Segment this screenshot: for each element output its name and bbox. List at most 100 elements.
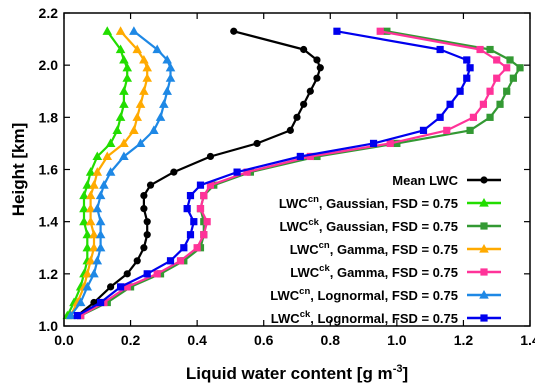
- data-point: [119, 151, 129, 161]
- legend-label-main: LWC: [279, 196, 308, 211]
- legend-marker: [479, 198, 489, 207]
- data-point: [496, 100, 504, 108]
- data-point: [155, 112, 166, 121]
- series-5: [65, 26, 176, 320]
- data-point: [99, 180, 109, 189]
- data-point: [165, 73, 176, 82]
- data-point: [140, 244, 148, 252]
- data-point: [369, 139, 378, 148]
- data-point: [170, 168, 178, 176]
- data-point: [503, 64, 511, 72]
- series-1: [62, 26, 133, 320]
- x-tick-label: 1.2: [454, 332, 474, 348]
- data-point: [119, 138, 129, 148]
- legend-label-rest: , Lognormal, FSD = 0.75: [310, 311, 458, 326]
- legend-label: LWCcn, Gamma, FSD = 0.75: [290, 240, 458, 257]
- data-point: [105, 138, 116, 148]
- data-point: [466, 64, 474, 72]
- data-point: [119, 54, 129, 64]
- series-4: [77, 27, 511, 320]
- data-point: [79, 190, 89, 200]
- legend-marker: [479, 244, 489, 253]
- data-point: [123, 270, 131, 278]
- legend-label: LWCck, Gaussian, FSD = 0.75: [279, 217, 458, 234]
- data-point: [159, 99, 169, 108]
- legend-label-main: LWC: [290, 242, 319, 257]
- data-point: [85, 203, 96, 213]
- legend-entry-0: Mean LWC: [392, 173, 501, 188]
- data-point: [506, 56, 514, 64]
- data-point: [142, 73, 153, 82]
- legend-entry-6: LWCck, Lognormal, FSD = 0.75: [271, 309, 501, 326]
- data-point: [82, 180, 93, 189]
- data-point: [95, 190, 106, 200]
- data-point: [393, 139, 401, 148]
- data-point: [89, 229, 99, 239]
- legend-label: Mean LWC: [392, 173, 458, 188]
- x-tick-label: 1.4: [520, 332, 535, 348]
- data-point: [133, 257, 141, 265]
- data-point: [140, 191, 148, 200]
- data-point: [79, 216, 89, 226]
- data-point: [469, 113, 478, 121]
- data-point: [135, 99, 146, 108]
- legend-marker: [479, 290, 489, 299]
- legend-label-main: LWC: [270, 288, 299, 303]
- data-point: [140, 205, 148, 213]
- data-point: [166, 257, 175, 265]
- legend-marker: [480, 314, 488, 322]
- y-tick-label: 1.8: [39, 109, 59, 125]
- x-tick-label: 0.8: [321, 332, 341, 348]
- x-axis-title: Liquid water content [g m-3]: [186, 363, 408, 383]
- data-point: [479, 100, 487, 108]
- data-point: [165, 62, 176, 72]
- legend-label-sup: ck: [308, 217, 319, 228]
- data-point: [313, 74, 321, 82]
- data-point: [456, 87, 464, 95]
- data-point: [89, 268, 99, 278]
- data-point: [243, 168, 251, 176]
- x-axis-title-end: ]: [402, 364, 408, 383]
- legend-label-rest: , Gamma, FSD = 0.75: [330, 265, 458, 280]
- legend-label-main: Mean LWC: [392, 173, 458, 188]
- series-layer: [62, 26, 524, 320]
- data-point: [92, 255, 103, 265]
- series-6: [73, 27, 474, 320]
- data-point: [316, 64, 324, 72]
- legend-label: LWCcn, Lognormal, FSD = 0.75: [270, 286, 458, 303]
- data-point: [200, 191, 208, 200]
- legend-label-sup: cn: [308, 194, 319, 205]
- data-point: [143, 218, 151, 226]
- data-point: [493, 74, 501, 82]
- y-axis-title: Height [km]: [9, 123, 28, 217]
- data-point: [143, 270, 151, 278]
- x-tick-label: 0.2: [121, 332, 141, 348]
- legend-marker: [480, 176, 488, 184]
- data-point: [306, 152, 314, 161]
- data-point: [153, 270, 161, 278]
- legend-label-rest: , Gamma, FSD = 0.75: [330, 242, 458, 257]
- data-point: [85, 216, 96, 226]
- data-point: [139, 54, 149, 64]
- data-point: [102, 151, 113, 161]
- data-point: [486, 45, 494, 54]
- legend-label-sup: ck: [319, 263, 330, 274]
- data-point: [73, 311, 81, 320]
- data-point: [105, 167, 116, 176]
- data-point: [139, 86, 149, 95]
- data-point: [122, 73, 133, 82]
- y-tick-label: 1.0: [39, 318, 59, 334]
- data-point: [65, 310, 76, 320]
- data-point: [79, 203, 89, 213]
- data-point: [300, 100, 308, 108]
- data-point: [190, 218, 198, 226]
- x-axis-title-main: Liquid water content [g m: [186, 364, 393, 383]
- data-point: [132, 112, 143, 121]
- data-point: [446, 100, 454, 108]
- y-tick-label: 1.4: [39, 214, 59, 230]
- data-point: [152, 44, 162, 54]
- data-point: [107, 283, 115, 291]
- data-point: [82, 242, 93, 252]
- data-point: [193, 244, 201, 252]
- data-point: [116, 283, 125, 291]
